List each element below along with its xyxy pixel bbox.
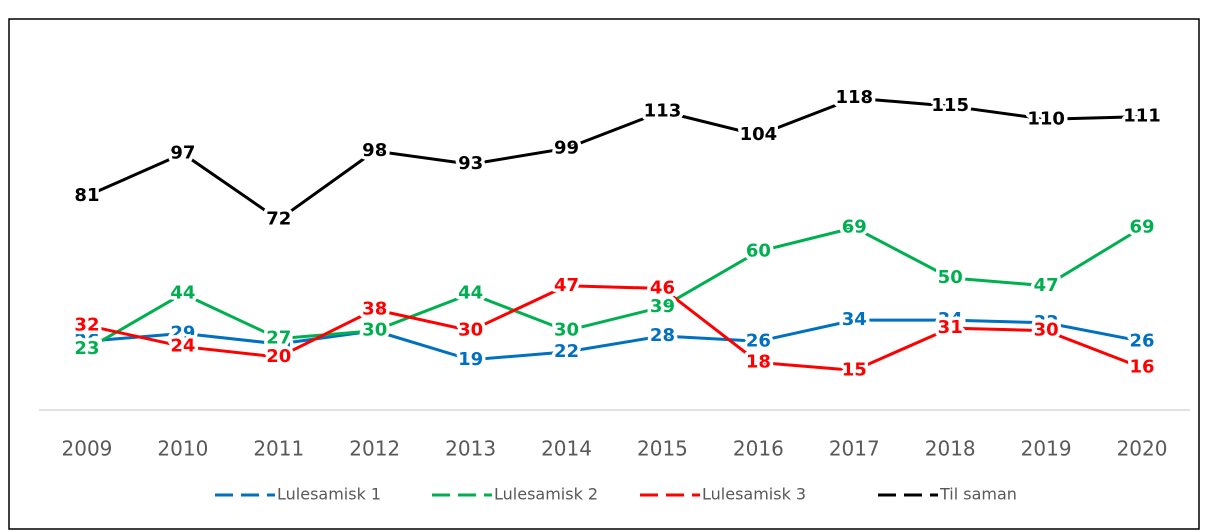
- data-label: 19: [458, 349, 483, 370]
- data-label: 115: [931, 95, 969, 116]
- data-label: 44: [458, 283, 483, 304]
- legend-label: Til saman: [939, 485, 1017, 504]
- x-tick-label: 2019: [1021, 437, 1072, 461]
- legend-label: Lulesamisk 1: [277, 485, 381, 504]
- x-tick-label: 2009: [62, 437, 113, 461]
- series-line: [86, 96, 1143, 222]
- data-label: 30: [554, 320, 579, 341]
- data-label: 34: [938, 309, 963, 330]
- data-label: 16: [1130, 357, 1155, 378]
- data-label: 93: [458, 153, 483, 174]
- chart-border: [8, 18, 1200, 530]
- data-label: 15: [842, 359, 867, 380]
- data-label: 50: [938, 267, 963, 288]
- data-label: 72: [266, 209, 291, 230]
- data-label: 24: [170, 336, 195, 357]
- data-label: 97: [170, 143, 195, 164]
- x-tick-label: 2010: [157, 437, 208, 461]
- data-label: 25: [266, 333, 291, 354]
- series-line: [86, 226, 1143, 351]
- series-line: [86, 284, 1143, 372]
- x-tick-label: 2011: [253, 437, 304, 461]
- data-label: 98: [362, 140, 387, 161]
- data-label: 30: [1034, 320, 1059, 341]
- data-label: 60: [746, 240, 771, 261]
- x-tick-label: 2012: [349, 437, 400, 461]
- data-label: 69: [842, 217, 867, 238]
- data-label: 118: [836, 87, 874, 108]
- data-label: 26: [746, 330, 771, 351]
- legend-label: Lulesamisk 3: [702, 485, 806, 504]
- data-label: 18: [746, 351, 771, 372]
- data-label: 113: [644, 100, 682, 121]
- data-label: 39: [650, 296, 675, 317]
- data-label: 30: [362, 320, 387, 341]
- data-label: 104: [740, 124, 778, 145]
- data-label: 30: [362, 320, 387, 341]
- data-label: 81: [74, 185, 99, 206]
- data-label: 26: [1130, 330, 1155, 351]
- x-tick-label: 2013: [445, 437, 496, 461]
- data-label: 47: [554, 275, 579, 296]
- x-tick-label: 2014: [541, 437, 592, 461]
- x-tick-label: 2020: [1117, 437, 1168, 461]
- data-label: 34: [842, 309, 867, 330]
- data-label: 31: [938, 317, 963, 338]
- series-line: [86, 318, 1143, 362]
- x-tick-label: 2016: [733, 437, 784, 461]
- data-label: 27: [266, 328, 291, 349]
- x-tick-label: 2018: [925, 437, 976, 461]
- data-label: 47: [1034, 275, 1059, 296]
- data-label: 44: [170, 283, 195, 304]
- data-label: 110: [1027, 108, 1065, 129]
- data-label: 38: [362, 299, 387, 320]
- data-label: 28: [650, 325, 675, 346]
- data-label: 32: [74, 314, 99, 335]
- x-tick-label: 2015: [637, 437, 688, 461]
- x-tick-label: 2017: [829, 437, 880, 461]
- data-label: 20: [266, 346, 291, 367]
- data-label: 26: [74, 330, 99, 351]
- data-label: 111: [1123, 106, 1161, 127]
- data-label: 33: [1034, 312, 1059, 333]
- data-label: 22: [554, 341, 579, 362]
- data-label: 23: [74, 338, 99, 359]
- data-label: 46: [650, 277, 675, 298]
- legend-label: Lulesamisk 2: [494, 485, 598, 504]
- data-label: 30: [458, 320, 483, 341]
- data-label: 99: [554, 137, 579, 158]
- data-label: 29: [170, 322, 195, 343]
- data-label: 69: [1130, 217, 1155, 238]
